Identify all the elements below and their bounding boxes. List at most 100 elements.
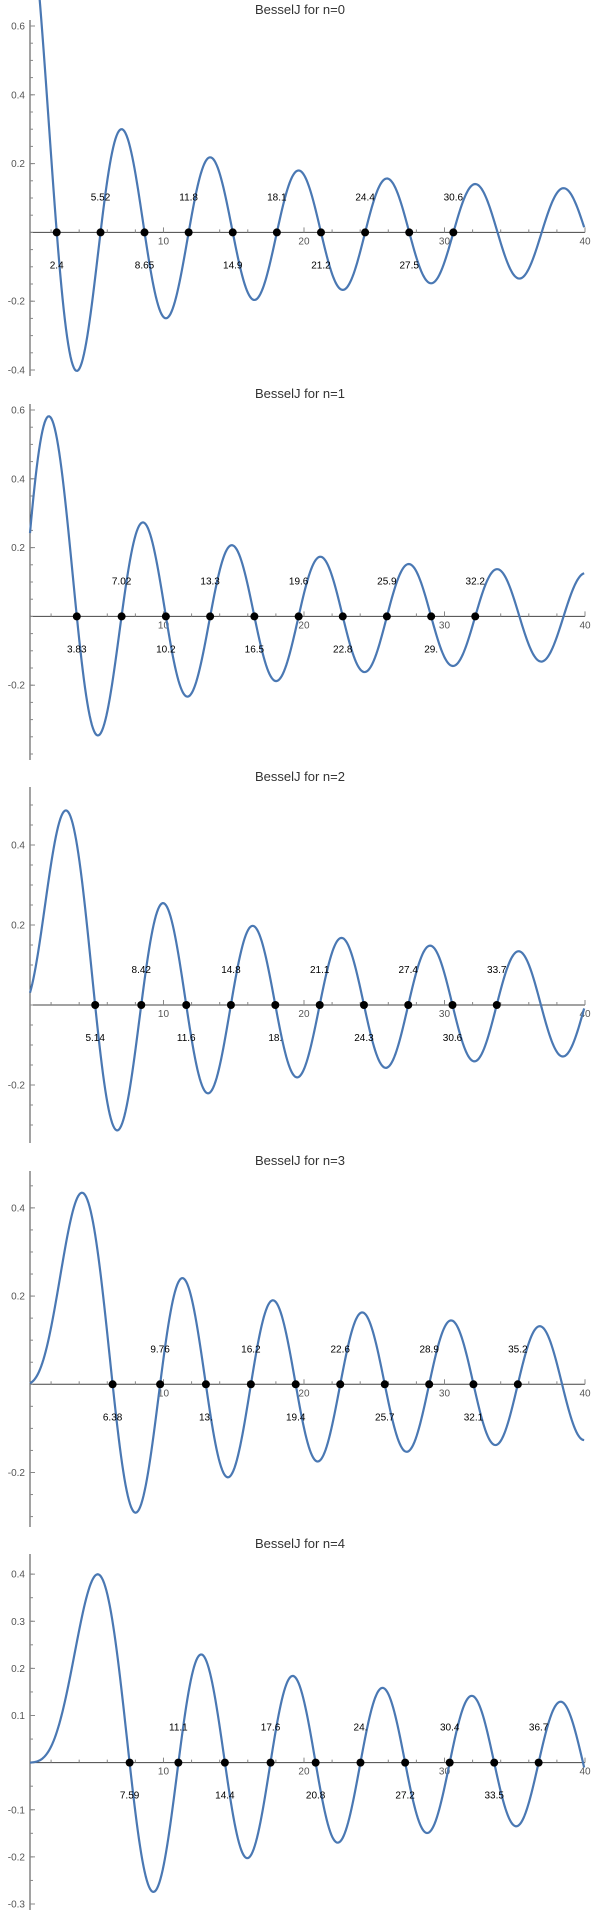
x-tick-label: 40	[579, 1009, 591, 1020]
bessel-curve-n2	[28, 809, 586, 1132]
x-tick-label: 10	[158, 236, 170, 247]
y-tick-label: -0.4	[8, 366, 26, 377]
zero-point	[534, 1759, 543, 1768]
zero-label: 24.4	[355, 192, 375, 203]
zero-point	[445, 1759, 454, 1768]
x-tick-label: 30	[439, 1009, 451, 1020]
zero-point	[448, 1001, 457, 1010]
zero-label: 30.6	[443, 1033, 463, 1044]
y-tick-label: 0.6	[11, 22, 25, 33]
zero-label: 3.83	[67, 644, 87, 655]
zero-label: 36.7	[529, 1723, 549, 1734]
zero-point	[220, 1759, 229, 1768]
zero-point	[469, 1380, 478, 1389]
zero-point	[272, 228, 281, 237]
y-tick-label: 0.4	[11, 841, 25, 852]
zero-label: 5.14	[85, 1033, 105, 1044]
zero-point	[359, 1001, 368, 1010]
zero-label: 21.2	[311, 260, 331, 271]
zero-label: 16.2	[241, 1344, 261, 1355]
zero-point	[72, 611, 81, 620]
zero-label: 27.4	[399, 965, 419, 976]
zero-point	[246, 1380, 255, 1389]
zero-point	[156, 1380, 165, 1389]
plot-title: BesselJ for n=4	[255, 1536, 345, 1551]
zero-point	[226, 1001, 235, 1010]
zero-label: 8.42	[132, 965, 152, 976]
zero-point	[361, 228, 370, 237]
zero-label: 32.1	[464, 1412, 484, 1423]
zero-point	[315, 1001, 324, 1010]
x-tick-label: 40	[579, 620, 591, 631]
y-tick-label: 0.2	[11, 1291, 25, 1302]
y-tick-label: 0.2	[11, 1664, 25, 1675]
bessel-plot-n1: BesselJ for n=1 -0.2 0.2 0.4 0.6 10 20 30 40 3.83…	[8, 386, 591, 760]
zero-point	[425, 1380, 434, 1389]
x-tick-label: 30	[439, 1388, 451, 1399]
x-tick-label: 40	[579, 1767, 591, 1778]
zero-label: 28.9	[419, 1344, 439, 1355]
zero-point	[161, 611, 170, 620]
zero-label: 8.65	[135, 260, 155, 271]
zero-label: 16.5	[245, 644, 265, 655]
zero-label: 21.1	[310, 965, 330, 976]
zero-label: 27.2	[395, 1791, 415, 1802]
zero-point	[140, 228, 149, 237]
y-tick-label: -0.2	[8, 680, 26, 691]
zero-point	[271, 1001, 280, 1010]
zero-point	[311, 1759, 320, 1768]
zero-point	[266, 1759, 275, 1768]
y-tick-label: 0.2	[11, 543, 25, 554]
plot-title: BesselJ for n=3	[255, 1153, 345, 1168]
zero-label: 11.8	[179, 192, 198, 203]
zero-point	[137, 1001, 146, 1010]
zero-label: 5.52	[91, 192, 111, 203]
zero-label: 25.9	[377, 576, 397, 587]
zero-label: 32.2	[466, 576, 486, 587]
zero-point	[91, 1001, 100, 1010]
zero-label: 18.	[268, 1033, 282, 1044]
bessel-plot-n0: BesselJ for n=0 -0.4 -0.2 0.2 0.4 0.6 10 20 30 40…	[8, 0, 591, 377]
x-tick-label: 20	[298, 1767, 310, 1778]
zero-label: 33.5	[484, 1791, 504, 1802]
bessel-curve-n3	[29, 1191, 585, 1514]
y-tick-label: -0.2	[8, 1853, 26, 1864]
x-tick-label: 20	[298, 236, 310, 247]
x-tick-label: 20	[298, 620, 310, 631]
zero-label: 30.4	[440, 1723, 460, 1734]
y-tick-label: -0.2	[8, 1081, 26, 1092]
bessel-curve-n4	[29, 1573, 586, 1894]
zero-point	[490, 1759, 499, 1768]
zero-point	[52, 228, 61, 237]
y-tick-label: 0.4	[11, 474, 25, 485]
y-tick-label: 0.6	[11, 405, 25, 416]
zero-point	[449, 228, 458, 237]
zero-label: 6.38	[103, 1412, 123, 1423]
zero-point	[382, 611, 391, 620]
zero-label: 7.59	[120, 1791, 140, 1802]
x-tick-label: 10	[158, 620, 170, 631]
x-tick-label: 40	[579, 236, 591, 247]
x-tick-label: 20	[298, 1388, 310, 1399]
zero-point	[108, 1380, 117, 1389]
zero-point	[117, 611, 126, 620]
zero-point	[228, 228, 237, 237]
zero-label: 20.8	[306, 1791, 326, 1802]
plot-title: BesselJ for n=0	[255, 2, 345, 17]
zero-label: 7.02	[112, 576, 132, 587]
zero-label: 22.6	[331, 1344, 351, 1355]
zero-point	[513, 1380, 522, 1389]
zero-point	[96, 228, 105, 237]
zero-label: 13.	[199, 1412, 213, 1423]
y-tick-label: 0.4	[11, 90, 25, 101]
zero-label: 9.76	[150, 1344, 170, 1355]
x-tick-label: 30	[439, 620, 451, 631]
zero-label: 14.4	[215, 1791, 235, 1802]
y-tick-label: -0.2	[8, 1468, 26, 1479]
zero-point	[401, 1759, 410, 1768]
zero-point	[294, 611, 303, 620]
zero-point	[250, 611, 259, 620]
y-tick-label: 0.2	[11, 159, 25, 170]
y-tick-label: 0.1	[11, 1711, 25, 1722]
zero-label: 2.4	[50, 260, 64, 271]
